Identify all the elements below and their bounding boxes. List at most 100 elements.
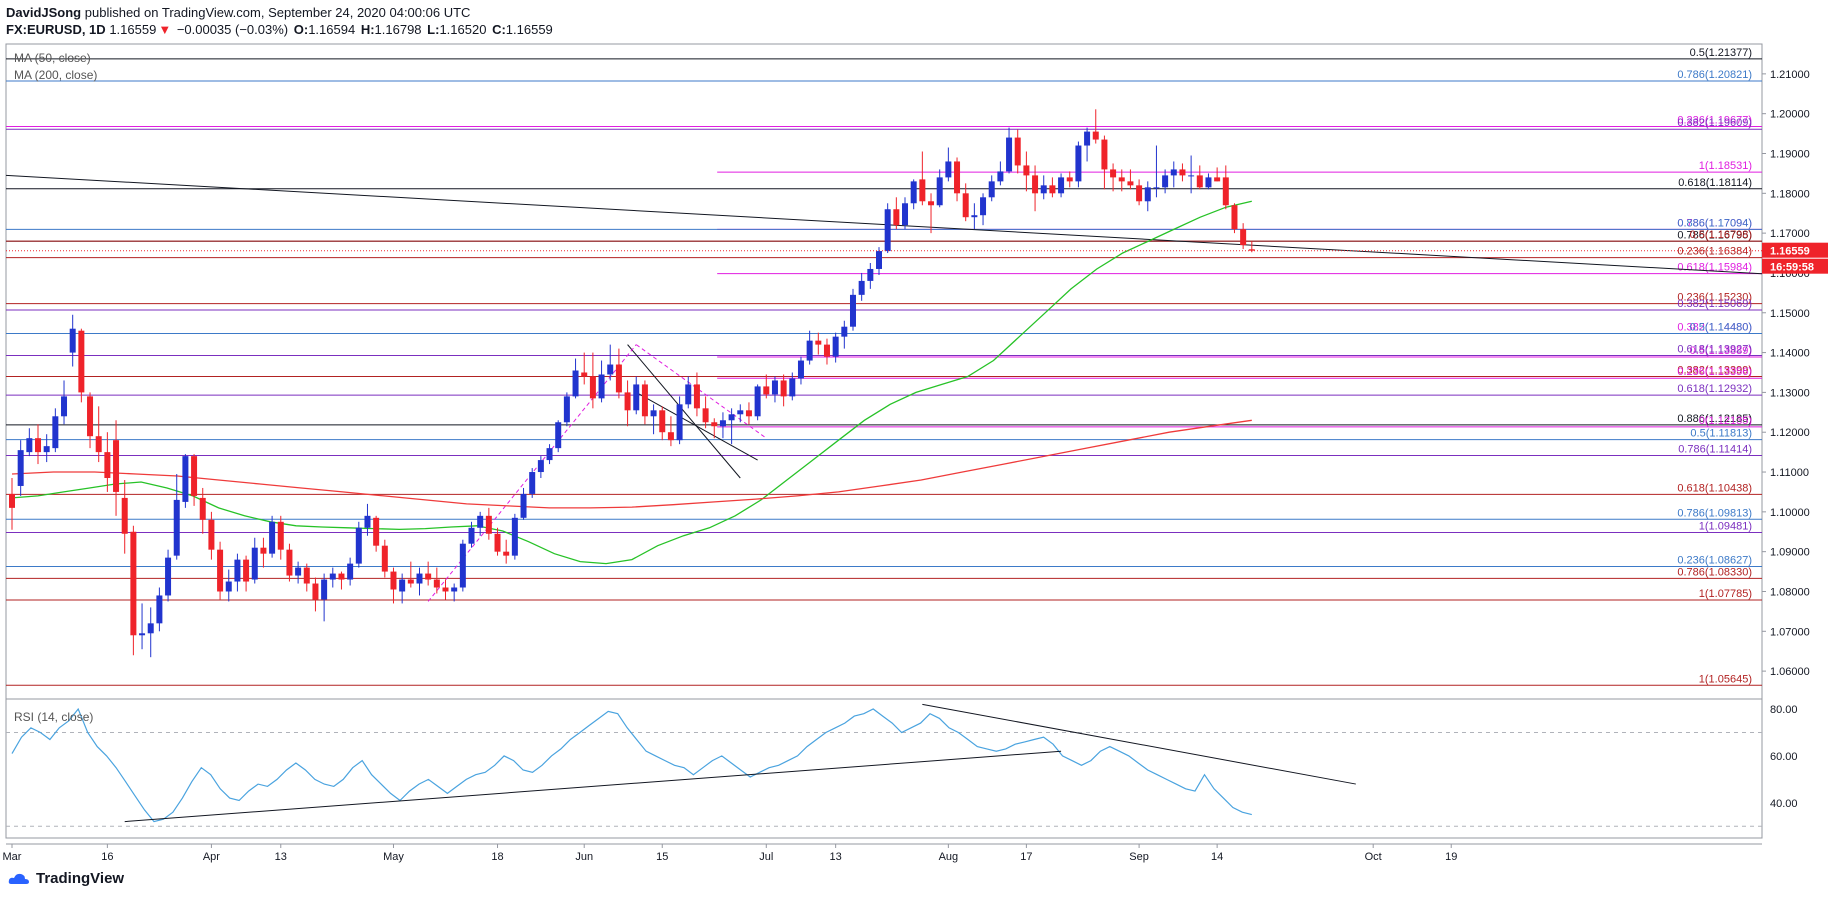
y-tick-label: 1.06000: [1770, 666, 1810, 678]
candle-body: [849, 294, 856, 327]
candle-body: [286, 549, 293, 576]
symbol-label[interactable]: FX:EURUSD, 1D: [6, 22, 106, 37]
candle-body: [1144, 187, 1151, 202]
candle-body: [589, 376, 596, 399]
fib-label: 0.382(1.13399): [1677, 365, 1752, 377]
candle-body: [130, 531, 137, 636]
y-tick-label: 1.13000: [1770, 387, 1810, 399]
fib-label: 0.5(1.14480): [1690, 321, 1752, 333]
plot-border: [5, 43, 1763, 839]
fib-label: 0.236(1.08627): [1677, 555, 1752, 567]
y-tick-label: 1.09000: [1770, 547, 1810, 559]
candle-body: [251, 547, 258, 580]
x-tick-label: 18: [491, 851, 503, 863]
candle-body: [1231, 205, 1238, 230]
ma50-legend[interactable]: MA (50, close): [14, 51, 91, 65]
fib-label: 0.618(1.10438): [1677, 482, 1752, 494]
open-value: 1.16594: [308, 22, 356, 37]
tradingview-logo[interactable]: TradingView: [8, 870, 124, 887]
candle-body: [26, 438, 33, 453]
y-tick-label: 1.17000: [1770, 228, 1810, 240]
channel-upper: [627, 344, 741, 479]
low-label: L:: [427, 22, 440, 37]
candle-body: [876, 251, 882, 269]
candle-body: [806, 340, 813, 361]
rsi-support-trendline: [124, 750, 1062, 823]
x-tick-label: Oct: [1365, 851, 1382, 863]
candle-body: [416, 573, 423, 584]
x-tick-label: 15: [656, 851, 668, 863]
y-tick-label: 1.14000: [1770, 348, 1810, 360]
candle-body: [1058, 177, 1065, 194]
fib-label: 0.618(1.12932): [1677, 383, 1752, 395]
fib-label: 0.382(1.14480): [1677, 321, 1752, 333]
candle-body: [485, 515, 492, 534]
candle-body: [1049, 185, 1056, 194]
candle-body: [1110, 169, 1117, 178]
candle-body: [1162, 175, 1169, 188]
candle-body: [1066, 177, 1073, 182]
candle-body: [381, 545, 388, 572]
candle-body: [771, 380, 778, 395]
candle-body: [459, 543, 466, 588]
close-label: C:: [492, 22, 506, 37]
candle-body: [17, 450, 24, 486]
candle-body: [243, 559, 250, 582]
candle-body: [1240, 229, 1247, 246]
candle-body: [95, 436, 102, 453]
candle-body: [607, 364, 614, 375]
candle-body: [269, 521, 276, 554]
candle-body: [425, 573, 432, 580]
chart-header: DavidJSong published on TradingView.com,…: [6, 4, 555, 38]
candle-body: [1153, 187, 1160, 189]
candle-body: [685, 384, 692, 405]
fib-label: 0.236(1.15230): [1677, 292, 1752, 304]
candle-body: [581, 372, 588, 377]
ma200-legend[interactable]: MA (200, close): [14, 68, 97, 82]
y-tick-label: 1.11000: [1770, 467, 1809, 479]
rsi-legend[interactable]: RSI (14, close): [14, 710, 93, 724]
candle-body: [295, 567, 302, 576]
fib-label: 0.5(1.16798): [1690, 229, 1752, 241]
candle-body: [997, 171, 1004, 182]
y-tick-label: 1.10000: [1770, 507, 1810, 519]
candle-body: [841, 326, 848, 337]
candles: [9, 109, 1255, 658]
candle-body: [78, 330, 85, 393]
candle-body: [494, 533, 501, 552]
author-name[interactable]: DavidJSong: [6, 5, 82, 20]
candle-body: [61, 396, 68, 417]
candle-body: [962, 193, 969, 218]
candle-body: [711, 422, 718, 427]
last-price-tag: [1762, 242, 1828, 258]
fib-label: 0.382(1.19609): [1677, 117, 1752, 129]
price-change: −0.00035 (−0.03%): [176, 22, 289, 37]
fib-label: 0(1.12135): [1699, 415, 1752, 427]
y-tick-label: 1.07000: [1770, 626, 1810, 638]
fib-label: 0.786(1.11414): [1678, 444, 1752, 456]
fib-label: 0.886(1.17094): [1677, 217, 1752, 229]
candle-body: [373, 517, 380, 546]
candle-body: [988, 181, 995, 198]
candle-body: [43, 446, 50, 453]
down-arrow-icon: ▼: [158, 22, 172, 37]
y-tick-label: 1.20000: [1770, 109, 1810, 121]
fib-label: 0.786(1.08330): [1677, 566, 1752, 578]
candle-body: [667, 432, 674, 441]
candle-body: [442, 587, 449, 592]
publish-line: DavidJSong published on TradingView.com,…: [6, 4, 555, 21]
fib-label: 0.236(1.13356): [1677, 366, 1752, 378]
candle-body: [902, 203, 909, 226]
fib-label: 0.5(1.11813): [1690, 428, 1752, 440]
price-tags: 1.16559 16:59:58: [6, 242, 1828, 274]
candle-body: [208, 519, 215, 550]
candle-body: [347, 563, 354, 580]
candle-body: [1196, 175, 1203, 188]
candle-body: [1214, 177, 1221, 182]
candle-body: [520, 493, 527, 518]
high-label: H:: [360, 22, 375, 37]
candle-body: [624, 392, 631, 411]
axes: 1.06000 1.07000 1.08000 1.09000 1.10000 1.110…: [3, 69, 1810, 863]
candle-body: [815, 340, 822, 345]
